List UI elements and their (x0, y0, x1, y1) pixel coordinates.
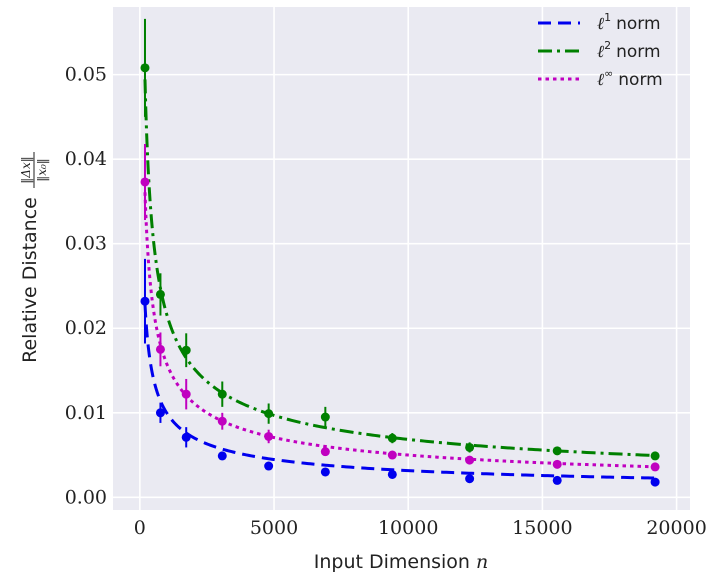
grid-lines (113, 7, 690, 510)
data-point (181, 432, 191, 442)
y-axis-label: Relative Distance ‖Δx‖ ‖x₀‖ (19, 152, 49, 363)
plot-background (113, 7, 690, 510)
fit-curve-series-2 (143, 79, 656, 458)
x-axis-label: Input Dimension n (314, 551, 489, 573)
fit-curve-series-1 (143, 304, 656, 480)
data-point (320, 467, 330, 477)
x-tick-label: 20000 (646, 517, 706, 539)
data-point (465, 455, 475, 465)
data-point (552, 459, 562, 469)
x-tick-label: 15000 (512, 517, 572, 539)
fit-curve-series-3 (143, 192, 656, 469)
y-tick-label: 0.03 (65, 233, 107, 255)
data-point (140, 63, 150, 73)
data-point (320, 447, 330, 457)
data-point (264, 431, 274, 441)
data-point (264, 461, 274, 471)
y-axis-fraction-numerator: ‖Δx‖ (19, 156, 33, 183)
data-point (650, 477, 660, 487)
data-point (465, 442, 475, 452)
x-tick-labels: 0 5000 10000 15000 20000 (134, 517, 707, 539)
data-point (140, 177, 150, 187)
y-tick-label: 0.01 (65, 402, 107, 424)
data-point (181, 389, 191, 399)
data-point (217, 389, 227, 399)
data-point (650, 451, 660, 461)
x-tick-label: 10000 (378, 517, 438, 539)
data-points (140, 63, 660, 487)
y-tick-label: 0.05 (65, 64, 107, 86)
x-tick-label: 0 (134, 517, 146, 539)
data-point (217, 416, 227, 426)
data-point (264, 409, 274, 419)
x-tick-label: 5000 (250, 517, 298, 539)
data-point (320, 412, 330, 422)
legend-entry: ℓ∞ norm (597, 67, 663, 90)
fit-curves (143, 79, 656, 480)
data-point (140, 296, 150, 306)
data-point (217, 451, 227, 461)
y-axis-fraction-denominator: ‖x₀‖ (35, 158, 49, 182)
data-point (465, 474, 475, 484)
data-point (155, 289, 165, 299)
data-point (387, 469, 397, 479)
data-point (387, 433, 397, 443)
y-tick-labels: 0.00 0.01 0.02 0.03 0.04 0.05 (65, 64, 107, 509)
y-axis-label-text: Relative Distance (19, 197, 41, 363)
data-point (181, 345, 191, 355)
legend-entry: ℓ1 norm (597, 11, 661, 34)
y-tick-label: 0.02 (65, 317, 107, 339)
data-point (155, 344, 165, 354)
legend-entry: ℓ2 norm (597, 39, 661, 62)
data-point (552, 475, 562, 485)
data-point (552, 446, 562, 456)
legend: ℓ1 norm ℓ2 norm ℓ∞ norm (538, 11, 663, 90)
y-tick-label: 0.04 (65, 148, 107, 170)
data-point (650, 462, 660, 472)
data-point (155, 408, 165, 418)
y-tick-label: 0.00 (65, 486, 107, 508)
data-point (387, 450, 397, 460)
